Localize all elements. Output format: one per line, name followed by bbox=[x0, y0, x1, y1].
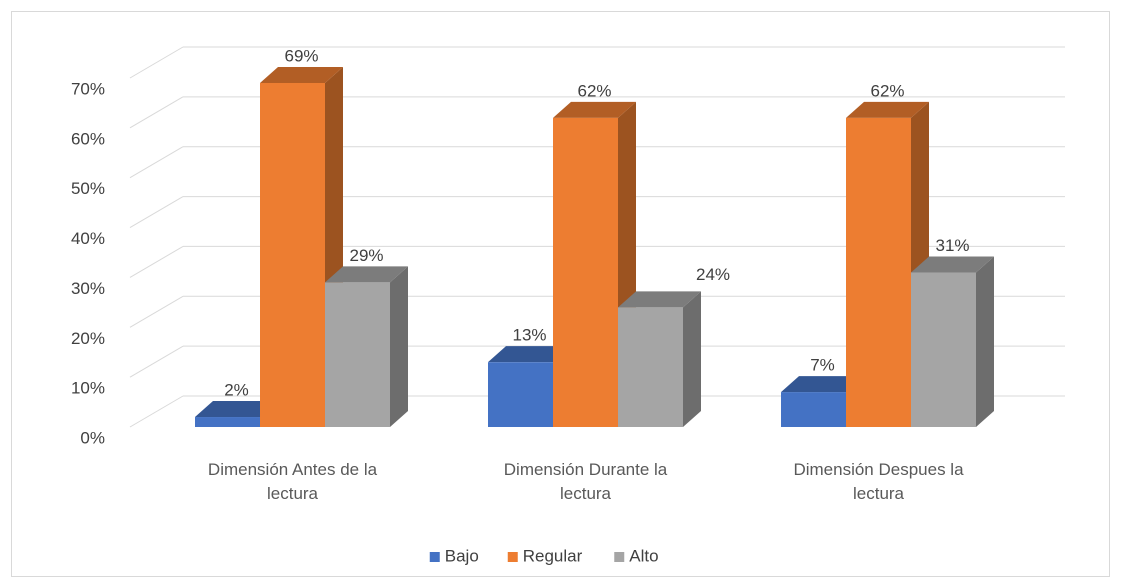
legend-label: Alto bbox=[629, 546, 658, 565]
grid-line bbox=[129, 345, 184, 378]
legend-swatch bbox=[429, 552, 440, 562]
bar-top bbox=[618, 291, 701, 308]
x-tick-label: Dimensión Despues la lectura bbox=[793, 460, 964, 503]
y-tick-label: 20% bbox=[71, 329, 105, 348]
bar bbox=[781, 392, 846, 427]
data-label: 31% bbox=[935, 236, 969, 255]
bar-top bbox=[781, 376, 864, 393]
grid-line bbox=[129, 295, 184, 328]
data-label: 7% bbox=[810, 356, 835, 375]
bar-top bbox=[911, 256, 994, 273]
grid-line bbox=[129, 245, 184, 278]
bar-side bbox=[976, 256, 994, 427]
bar bbox=[195, 417, 260, 427]
bar-top bbox=[846, 101, 929, 118]
bar bbox=[488, 362, 553, 427]
grid-line bbox=[129, 395, 184, 428]
data-label: 24% bbox=[696, 265, 730, 284]
data-label: 13% bbox=[512, 326, 546, 345]
legend-swatch bbox=[614, 552, 625, 562]
bar-side bbox=[683, 291, 701, 427]
bar bbox=[911, 272, 976, 427]
grid-line bbox=[129, 196, 184, 229]
grid-line bbox=[129, 146, 184, 179]
y-tick-label: 70% bbox=[71, 79, 105, 98]
bar-top bbox=[553, 101, 636, 118]
bar bbox=[846, 117, 911, 427]
legend-label: Bajo bbox=[445, 546, 479, 565]
y-tick-label: 60% bbox=[71, 129, 105, 148]
grid-line bbox=[129, 46, 184, 79]
bar-top bbox=[488, 346, 571, 363]
legend-label: Regular bbox=[523, 546, 583, 565]
bar bbox=[553, 117, 618, 427]
data-label: 69% bbox=[284, 46, 318, 65]
bar-top bbox=[195, 401, 278, 418]
y-tick-label: 30% bbox=[71, 279, 105, 298]
bar bbox=[260, 82, 325, 427]
data-label: 62% bbox=[870, 81, 904, 100]
bar-top bbox=[325, 266, 408, 283]
x-tick-label: Dimensión Antes de la lectura bbox=[207, 460, 378, 503]
y-tick-label: 50% bbox=[71, 179, 105, 198]
y-tick-label: 40% bbox=[71, 229, 105, 248]
data-label: 2% bbox=[224, 381, 249, 400]
legend-swatch bbox=[507, 552, 518, 562]
x-tick-label: Dimensión Durante la lectura bbox=[503, 460, 668, 503]
bar bbox=[618, 307, 683, 427]
y-tick-label: 10% bbox=[71, 379, 105, 398]
data-label: 29% bbox=[349, 246, 383, 265]
bar bbox=[325, 282, 390, 427]
y-tick-label: 0% bbox=[80, 428, 105, 447]
bar-top bbox=[260, 66, 343, 83]
bar-side bbox=[390, 266, 408, 427]
grid-line bbox=[129, 96, 184, 129]
data-label: 62% bbox=[577, 81, 611, 100]
